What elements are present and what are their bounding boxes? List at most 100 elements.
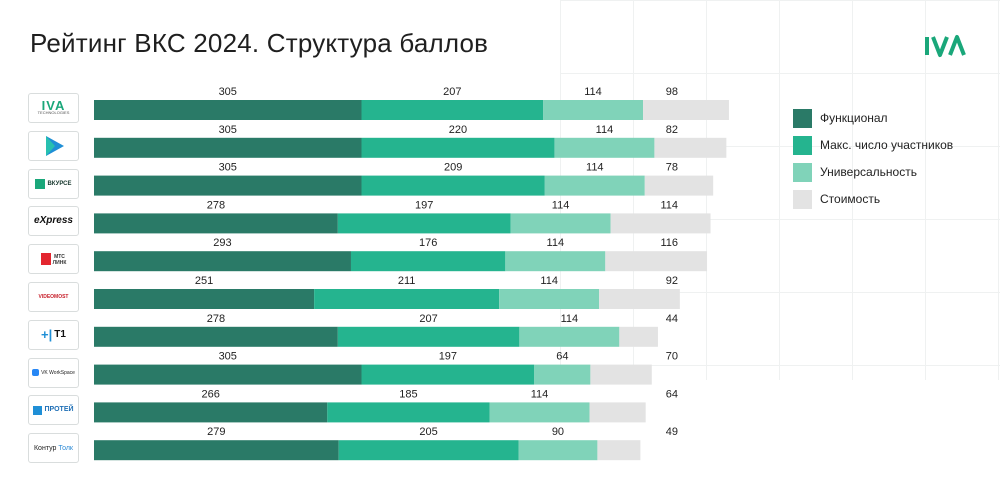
logo-main-text: IVA xyxy=(41,97,66,113)
bar-segment-max-participants xyxy=(361,137,555,158)
bar-segment-cost xyxy=(597,440,641,461)
data-label: 293 xyxy=(213,237,231,249)
bar-segment-universality xyxy=(518,440,598,461)
logo-main-text: T1 xyxy=(54,328,66,340)
data-label: 305 xyxy=(219,86,237,98)
play-logo xyxy=(28,130,79,161)
data-label: 64 xyxy=(666,388,678,400)
logo-main-text: МТС xyxy=(54,253,65,260)
legend-label: Функционал xyxy=(820,111,888,125)
data-label: 197 xyxy=(415,199,433,211)
data-label: 114 xyxy=(552,199,570,211)
legend-item-universality: Универсальность xyxy=(793,162,953,182)
bar-segment-functional xyxy=(94,251,351,272)
bar-segment-max-participants xyxy=(338,440,519,461)
vk-workspace-logo: VK WorkSpace xyxy=(28,357,79,388)
videomost-logo: VIDEOMOST xyxy=(28,282,79,312)
legend-swatch-max-participants xyxy=(793,135,812,155)
data-label: 70 xyxy=(666,351,678,363)
bar-segment-functional xyxy=(94,175,362,196)
iva-brand-logo xyxy=(925,35,966,57)
kontur-tolk-logo: Контур Толк xyxy=(28,433,79,464)
bar-segment-max-participants xyxy=(337,326,520,347)
data-label: 185 xyxy=(399,388,417,400)
data-label: 305 xyxy=(219,124,237,136)
chart-legend: Функционал Макс. число участников Универ… xyxy=(793,108,953,216)
bar-segment-max-participants xyxy=(337,213,511,234)
data-label: 92 xyxy=(666,275,678,287)
data-label: 278 xyxy=(207,199,225,211)
bar-segment-universality xyxy=(534,364,591,385)
data-label: 114 xyxy=(531,388,549,400)
bar-segment-max-participants xyxy=(314,289,500,309)
data-label: 114 xyxy=(660,199,678,211)
bar-segment-universality xyxy=(554,137,655,158)
bar-segment-functional xyxy=(94,364,362,385)
data-label: 98 xyxy=(666,86,678,98)
protei-mark-icon xyxy=(33,405,43,415)
bar-segment-max-participants xyxy=(361,364,535,385)
bar-segment-cost xyxy=(619,326,658,347)
data-label: 211 xyxy=(398,275,416,287)
bar-segment-universality xyxy=(499,289,600,309)
data-label: 44 xyxy=(666,313,678,325)
bar-segment-universality xyxy=(510,213,611,234)
t1-plus-icon: +| xyxy=(41,327,53,343)
bar-segment-functional xyxy=(94,402,328,423)
data-label: 116 xyxy=(660,237,678,249)
logo-main-text: Контур xyxy=(33,444,57,452)
mts-mark-icon xyxy=(40,253,51,266)
bar-segment-functional xyxy=(94,326,338,347)
bar-segment-max-participants xyxy=(327,402,490,423)
legend-label: Макс. число участников xyxy=(820,138,954,152)
data-label: 207 xyxy=(443,86,461,98)
legend-swatch-functional xyxy=(793,108,812,128)
vk-mark-icon xyxy=(32,369,40,377)
page-title: Рейтинг ВКС 2024. Структура баллов xyxy=(30,28,489,58)
data-label: 251 xyxy=(195,275,213,287)
bar-segment-functional xyxy=(94,213,338,234)
logo-main-text: VIDEOMOST xyxy=(38,294,69,300)
logo-main-text: ПРОТЕЙ xyxy=(44,406,74,414)
bar-segment-functional xyxy=(94,440,339,461)
bar-segment-cost xyxy=(590,364,652,385)
data-label: 114 xyxy=(547,237,565,249)
data-label: 90 xyxy=(552,426,564,438)
legend-label: Стоимость xyxy=(820,192,881,206)
logo-main-text: eXpress xyxy=(34,215,73,227)
bar-segment-universality xyxy=(505,251,606,272)
data-label: 78 xyxy=(666,162,678,174)
bar-segment-max-participants xyxy=(361,100,544,120)
bar-segment-max-participants xyxy=(361,175,545,196)
legend-item-functional: Функционал xyxy=(793,108,953,128)
vkurse-mark-icon xyxy=(35,178,46,189)
logo-main-text: VK WorkSpace xyxy=(41,369,75,376)
bar-segment-max-participants xyxy=(350,251,506,272)
data-label: 82 xyxy=(666,124,678,136)
data-label: 305 xyxy=(219,351,237,363)
bar-segment-functional xyxy=(94,137,362,158)
data-label: 207 xyxy=(419,313,437,325)
legend-swatch-universality xyxy=(793,162,812,182)
bar-segment-cost xyxy=(599,289,680,309)
logo-main-text: ВКУРСЕ xyxy=(47,180,72,187)
bar-segment-cost xyxy=(610,213,711,234)
data-label: 64 xyxy=(556,351,568,363)
bar-segment-cost xyxy=(654,137,727,158)
data-label: 205 xyxy=(419,426,437,438)
bar-segment-universality xyxy=(543,100,644,120)
data-label: 197 xyxy=(439,351,457,363)
data-label: 266 xyxy=(201,388,219,400)
express-logo: eXpress xyxy=(28,206,79,237)
logo-sub-text: ЛИНК xyxy=(52,259,67,266)
bar-segment-universality xyxy=(489,402,590,423)
logo-sub-text: TECHNOLOGIES xyxy=(37,109,70,115)
bar-segment-cost xyxy=(605,251,708,272)
data-label: 49 xyxy=(666,426,678,438)
bar-segment-functional xyxy=(94,289,315,309)
mts-link-logo: МТС ЛИНК xyxy=(28,244,79,275)
play-triangle-icon xyxy=(45,135,64,156)
legend-label: Универсальность xyxy=(820,165,917,179)
iva-logo: IVA TECHNOLOGIES xyxy=(28,93,79,123)
